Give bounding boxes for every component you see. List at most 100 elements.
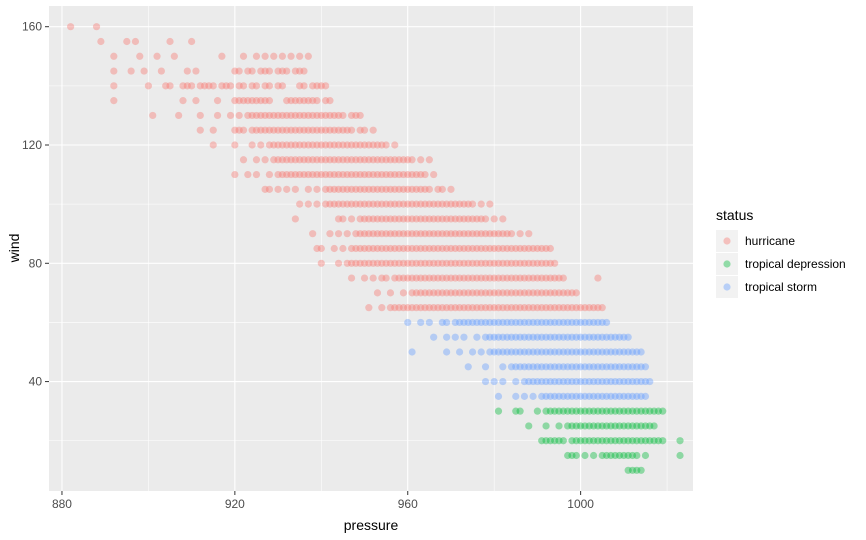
data-point: [525, 230, 533, 238]
data-point: [577, 363, 585, 371]
data-point: [265, 97, 274, 105]
data-point: [231, 67, 239, 75]
data-point: [555, 377, 563, 386]
legend-item: tropical storm: [716, 276, 817, 298]
data-point: [399, 156, 408, 164]
data-point: [417, 289, 425, 297]
data-point: [347, 274, 356, 282]
data-point: [594, 407, 602, 415]
data-point: [641, 451, 650, 460]
data-point: [378, 156, 386, 164]
data-point: [529, 259, 537, 267]
data-point: [265, 126, 274, 134]
data-point: [637, 363, 645, 371]
data-point: [404, 230, 412, 238]
data-point: [516, 230, 524, 238]
data-point: [395, 215, 403, 223]
data-point: [456, 244, 464, 253]
data-point: [291, 126, 299, 134]
data-point: [529, 274, 537, 282]
data-point: [490, 348, 498, 356]
data-point: [369, 274, 377, 282]
data-point: [192, 67, 200, 75]
data-point: [326, 185, 334, 193]
data-point: [443, 304, 451, 312]
data-point: [512, 244, 520, 253]
data-point: [352, 230, 360, 238]
legend-item: hurricane: [716, 230, 795, 252]
data-point: [650, 422, 658, 430]
data-point: [624, 422, 632, 430]
data-point: [343, 126, 351, 134]
data-point: [283, 67, 291, 75]
data-point: [386, 185, 395, 193]
data-point: [568, 318, 576, 327]
data-point: [559, 274, 567, 282]
plot-panel: [49, 6, 693, 491]
data-point: [296, 52, 304, 60]
data-point: [274, 111, 282, 120]
data-point: [581, 422, 589, 430]
data-point: [265, 82, 274, 90]
data-point: [378, 185, 386, 193]
data-point: [490, 215, 498, 223]
data-point: [425, 274, 433, 282]
data-point: [611, 407, 619, 415]
data-point: [641, 392, 650, 400]
data-point: [598, 333, 606, 341]
data-point: [434, 304, 442, 312]
data-point: [538, 318, 546, 327]
data-point: [607, 392, 615, 400]
data-point: [265, 141, 274, 149]
data-point: [494, 244, 503, 253]
data-point: [646, 377, 654, 386]
data-point: [408, 156, 416, 164]
data-point: [615, 377, 624, 386]
data-point: [183, 82, 191, 90]
data-point: [520, 333, 529, 341]
data-point: [481, 289, 490, 297]
data-point: [270, 156, 278, 164]
data-point: [157, 67, 165, 75]
data-point: [611, 348, 619, 356]
data-point: [326, 200, 334, 208]
data-point: [313, 97, 321, 105]
data-point: [460, 274, 468, 282]
data-point: [356, 156, 364, 164]
data-point: [533, 289, 542, 297]
data-point: [399, 274, 408, 282]
data-point: [300, 141, 308, 149]
data-point: [386, 259, 395, 267]
data-point: [572, 451, 580, 460]
data-point: [624, 363, 632, 371]
data-point: [464, 289, 472, 297]
data-point: [490, 230, 498, 238]
data-point: [577, 392, 585, 400]
data-point: [322, 200, 330, 208]
data-point: [546, 289, 554, 297]
data-point: [447, 289, 455, 297]
data-point: [443, 274, 451, 282]
data-point: [581, 348, 589, 356]
data-point: [248, 141, 256, 149]
data-point: [360, 200, 369, 208]
data-point: [382, 141, 390, 149]
data-point: [628, 377, 637, 386]
data-point: [356, 141, 364, 149]
data-point: [244, 67, 252, 75]
data-point: [620, 348, 628, 356]
data-point: [317, 259, 325, 267]
data-point: [490, 274, 498, 282]
data-point: [443, 200, 451, 208]
data-point: [417, 274, 425, 282]
data-point: [538, 259, 546, 267]
data-point: [213, 97, 222, 105]
x-axis-title: pressure: [344, 517, 399, 533]
data-point: [425, 318, 433, 327]
data-point: [391, 141, 399, 149]
data-point: [486, 318, 494, 327]
data-point: [391, 170, 399, 179]
data-point: [468, 200, 477, 208]
data-point: [646, 407, 654, 415]
